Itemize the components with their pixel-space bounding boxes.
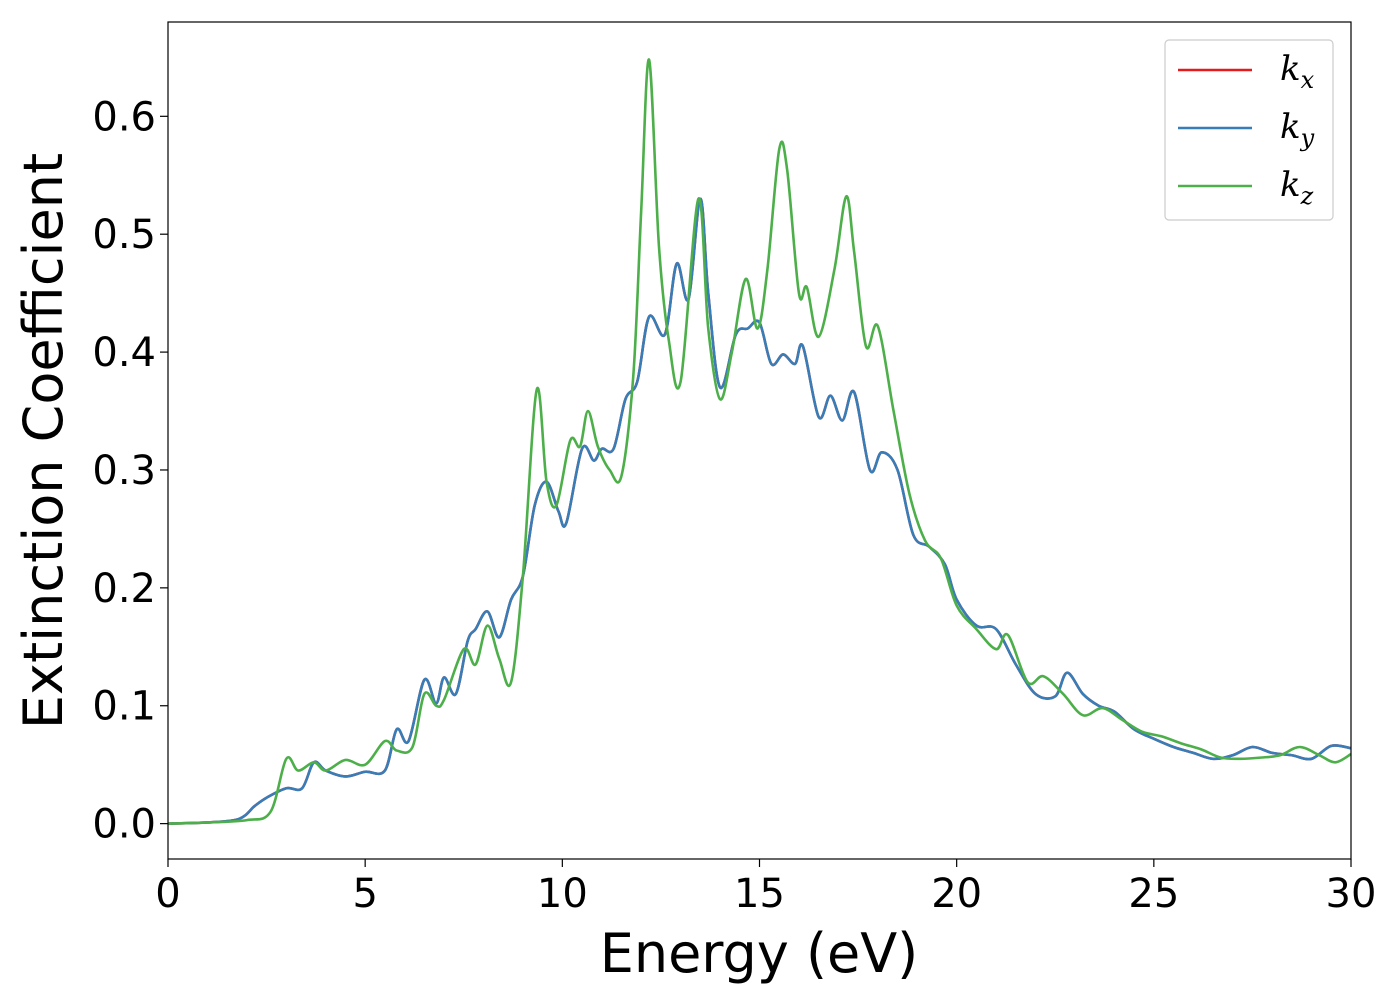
x-axis: 0 5 10 15 20 25 30 bbox=[155, 859, 1376, 917]
series-line-ky bbox=[168, 197, 1351, 825]
y-axis-label: Extinction Coefficient bbox=[12, 153, 75, 729]
legend: kx ky kz bbox=[1164, 39, 1334, 221]
x-tick-label: 10 bbox=[537, 871, 588, 917]
series-layer bbox=[168, 58, 1351, 825]
legend-label-ky: ky bbox=[1280, 107, 1315, 152]
y-axis: 0.0 0.1 0.2 0.3 0.4 0.5 0.6 bbox=[92, 94, 168, 848]
plot-background bbox=[168, 22, 1351, 859]
y-tick-label: 0.3 bbox=[92, 448, 156, 494]
legend-label-kz: kz bbox=[1280, 165, 1314, 210]
y-tick-label: 0.2 bbox=[92, 566, 156, 612]
x-tick-label: 0 bbox=[155, 871, 180, 917]
x-tick-label: 25 bbox=[1128, 871, 1179, 917]
y-tick-label: 0.4 bbox=[92, 330, 156, 376]
y-tick-label: 0.1 bbox=[92, 684, 156, 730]
x-axis-label: Energy (eV) bbox=[600, 922, 919, 985]
y-tick-label: 0.5 bbox=[92, 212, 156, 258]
y-tick-label: 0.0 bbox=[92, 802, 156, 848]
x-tick-label: 20 bbox=[931, 871, 982, 917]
x-tick-label: 15 bbox=[734, 871, 785, 917]
x-tick-label: 30 bbox=[1326, 871, 1377, 917]
y-tick-label: 0.6 bbox=[92, 94, 156, 140]
series-line-kz bbox=[168, 58, 1351, 825]
legend-label-kx: kx bbox=[1280, 49, 1315, 94]
x-tick-label: 5 bbox=[352, 871, 377, 917]
legend-box bbox=[1164, 39, 1334, 221]
